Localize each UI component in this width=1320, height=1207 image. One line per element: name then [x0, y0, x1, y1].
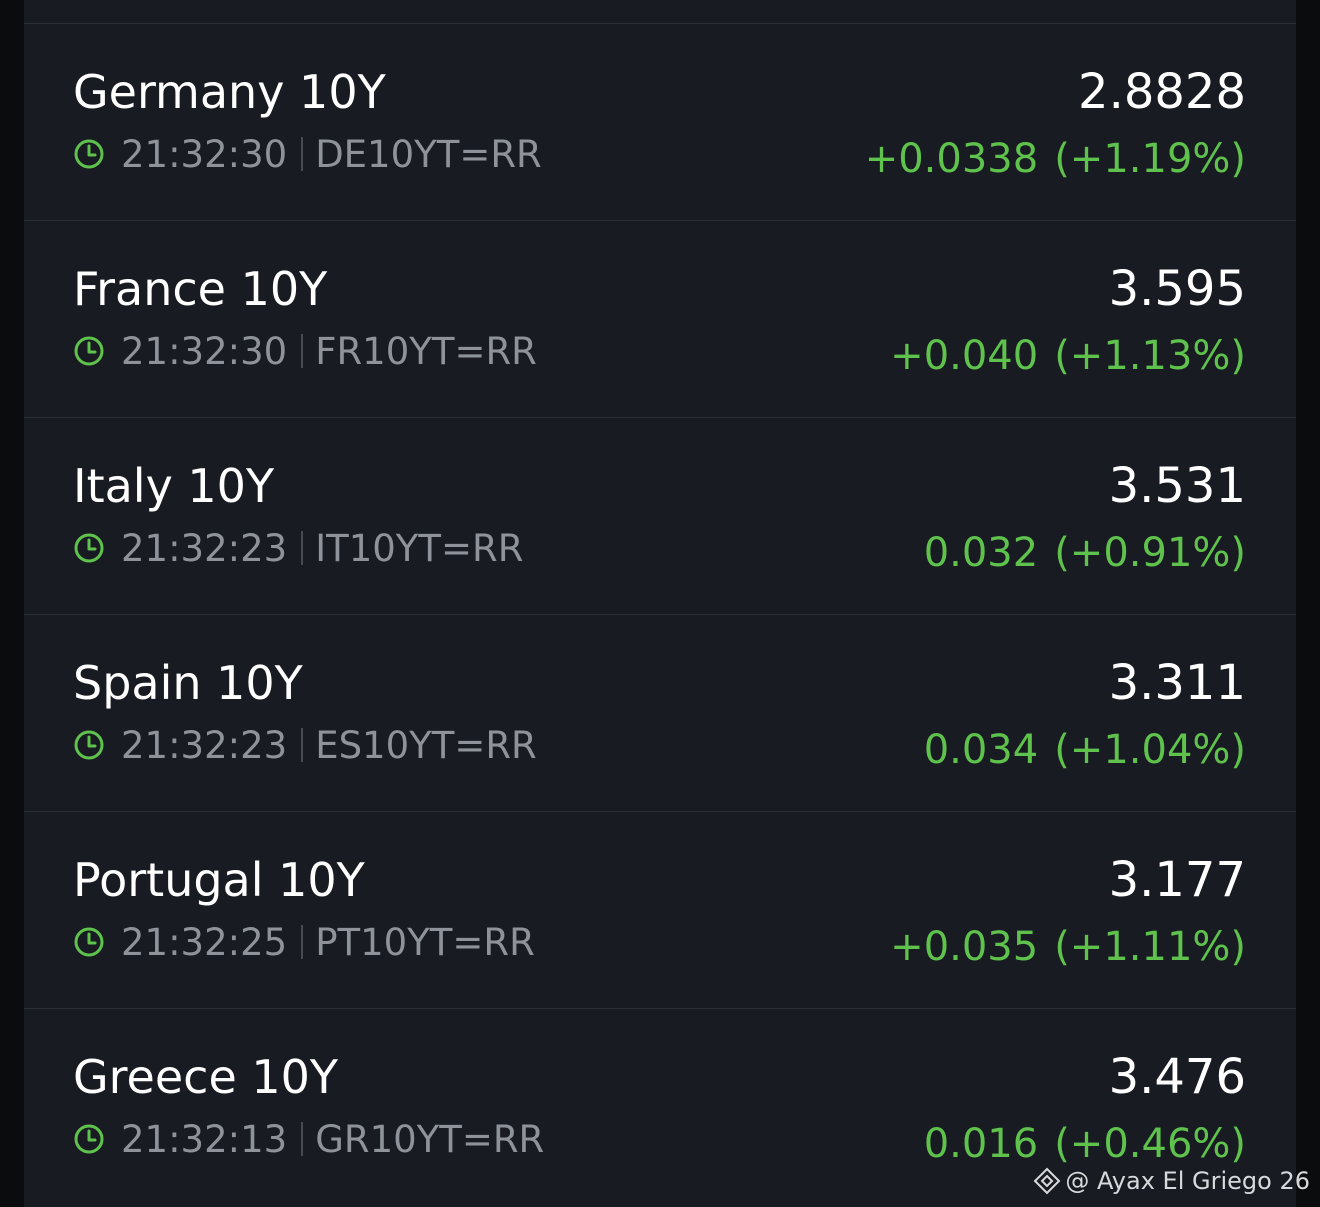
yield-value: 3.476 [1108, 1049, 1246, 1105]
quote-row-spain[interactable]: Spain 10Y 21:32:23 ES10YT=RR 3.311 0.034… [24, 615, 1296, 812]
instrument-ric: FR10YT=RR [315, 329, 537, 373]
change-absolute: +0.0338 [864, 136, 1039, 182]
quote-time: 21:32:25 [121, 920, 288, 964]
clock-icon [74, 336, 104, 366]
quote-row-germany[interactable]: Germany 10Y 21:32:30 DE10YT=RR 2.8828 +0… [24, 24, 1296, 221]
meta-separator [301, 728, 304, 762]
instrument-name: Greece 10Y [73, 1050, 338, 1104]
instrument-name: France 10Y [73, 262, 328, 316]
quote-meta: 21:32:30 FR10YT=RR [73, 327, 537, 375]
quote-meta: 21:32:30 DE10YT=RR [73, 130, 542, 178]
quote-time: 21:32:30 [121, 329, 288, 373]
change-percent: (+0.46%) [1054, 1121, 1246, 1167]
yield-value: 3.177 [1108, 852, 1246, 908]
quote-time: 21:32:30 [121, 132, 288, 176]
yield-value: 3.311 [1108, 655, 1246, 711]
yield-change: 0.032 (+0.91%) [924, 528, 1246, 578]
watermark-text: @ Ayax El Griego 26 [1065, 1167, 1310, 1195]
change-absolute: 0.032 [923, 530, 1039, 576]
instrument-ric: PT10YT=RR [315, 920, 535, 964]
quote-meta: 21:32:23 IT10YT=RR [73, 524, 523, 572]
quote-row-portugal[interactable]: Portugal 10Y 21:32:25 PT10YT=RR 3.177 +0… [24, 812, 1296, 1009]
change-percent: (+1.04%) [1054, 727, 1246, 773]
bond-yield-list: Germany 10Y 21:32:30 DE10YT=RR 2.8828 +0… [24, 0, 1296, 1207]
change-absolute: 0.016 [923, 1121, 1039, 1167]
yield-value: 3.531 [1108, 458, 1246, 514]
instrument-name: Portugal 10Y [73, 853, 365, 907]
instrument-ric: GR10YT=RR [315, 1117, 545, 1161]
meta-separator [301, 1122, 304, 1156]
quote-meta: 21:32:23 ES10YT=RR [73, 721, 537, 769]
yield-change: 0.034 (+1.04%) [924, 725, 1246, 775]
quote-row-italy[interactable]: Italy 10Y 21:32:23 IT10YT=RR 3.531 0.032… [24, 418, 1296, 615]
instrument-ric: ES10YT=RR [315, 723, 537, 767]
instrument-name: Germany 10Y [73, 65, 386, 119]
yield-value: 3.595 [1108, 261, 1246, 317]
meta-separator [301, 137, 304, 171]
quote-row-greece[interactable]: Greece 10Y 21:32:13 GR10YT=RR 3.476 0.01… [24, 1009, 1296, 1206]
binance-diamond-icon [1033, 1167, 1061, 1195]
instrument-ric: IT10YT=RR [315, 526, 524, 570]
quote-time: 21:32:23 [121, 526, 288, 570]
quote-time: 21:32:13 [121, 1117, 288, 1161]
quote-row-france[interactable]: France 10Y 21:32:30 FR10YT=RR 3.595 +0.0… [24, 221, 1296, 418]
meta-separator [301, 925, 304, 959]
change-percent: (+1.19%) [1054, 136, 1246, 182]
quote-time: 21:32:23 [121, 723, 288, 767]
clock-icon [74, 730, 104, 760]
meta-separator [301, 531, 304, 565]
quote-meta: 21:32:25 PT10YT=RR [73, 918, 535, 966]
yield-change: +0.040 (+1.13%) [890, 331, 1246, 381]
change-percent: (+1.11%) [1054, 924, 1246, 970]
change-percent: (+0.91%) [1054, 530, 1246, 576]
yield-change: 0.016 (+0.46%) [924, 1119, 1246, 1169]
clock-icon [74, 139, 104, 169]
clock-icon [74, 927, 104, 957]
instrument-name: Spain 10Y [73, 656, 303, 710]
meta-separator [301, 334, 304, 368]
list-top-edge [24, 0, 1296, 24]
change-absolute: +0.035 [890, 924, 1039, 970]
change-absolute: 0.034 [923, 727, 1039, 773]
change-absolute: +0.040 [890, 333, 1039, 379]
clock-icon [74, 1124, 104, 1154]
clock-icon [74, 533, 104, 563]
change-percent: (+1.13%) [1054, 333, 1246, 379]
instrument-ric: DE10YT=RR [315, 132, 542, 176]
instrument-name: Italy 10Y [73, 459, 275, 513]
yield-change: +0.035 (+1.11%) [890, 922, 1246, 972]
yield-value: 2.8828 [1078, 64, 1246, 120]
quote-meta: 21:32:13 GR10YT=RR [73, 1115, 544, 1163]
watermark: @ Ayax El Griego 26 [1033, 1167, 1310, 1195]
yield-change: +0.0338 (+1.19%) [865, 134, 1246, 184]
